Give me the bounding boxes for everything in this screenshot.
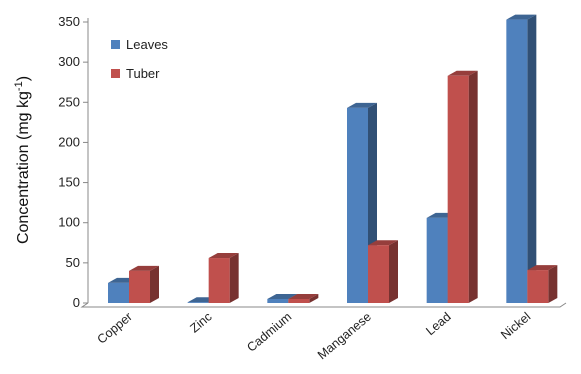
chart-legend: Leaves Tuber: [111, 37, 168, 81]
y-tick-label: 300: [58, 54, 80, 69]
bar-tuber-zinc: [209, 253, 239, 303]
bar-tuber-nickel: [527, 265, 557, 303]
y-axis-ticks: 0 50 100 150 200 250 300 350: [58, 14, 88, 310]
y-tick-label: 100: [58, 215, 80, 230]
bar-tuber-manganese: [368, 240, 398, 303]
legend-swatch: [111, 69, 120, 78]
x-category-label: Zinc: [187, 310, 214, 336]
legend-label: Tuber: [126, 66, 160, 81]
legend-label: Leaves: [126, 37, 168, 52]
y-tick-label: 350: [58, 14, 80, 29]
chart-axes: [82, 18, 566, 307]
y-axis-title: Concentration (mg kg-1): [13, 76, 32, 244]
y-tick-label: 200: [58, 134, 80, 149]
y-tick-label: 250: [58, 94, 80, 109]
x-axis-floor: [82, 303, 566, 307]
y-tick-label: 150: [58, 175, 80, 190]
x-category-label: Nickel: [498, 310, 533, 343]
bar-tuber-copper: [129, 266, 159, 303]
x-category-label: Copper: [95, 310, 135, 347]
y-tick-label: 50: [66, 255, 80, 270]
legend-swatch: [111, 40, 120, 49]
y-tick-label: 0: [73, 295, 80, 310]
bar-leaves-nickel: [506, 15, 536, 303]
x-axis-labels: Copper Zinc Cadmium Manganese Lead Nickel: [95, 310, 534, 363]
x-category-label: Lead: [423, 310, 453, 339]
x-category-label: Cadmium: [244, 310, 294, 355]
bar-tuber-lead: [448, 71, 478, 303]
chart-bars: [108, 15, 557, 303]
x-category-label: Manganese: [315, 310, 374, 363]
